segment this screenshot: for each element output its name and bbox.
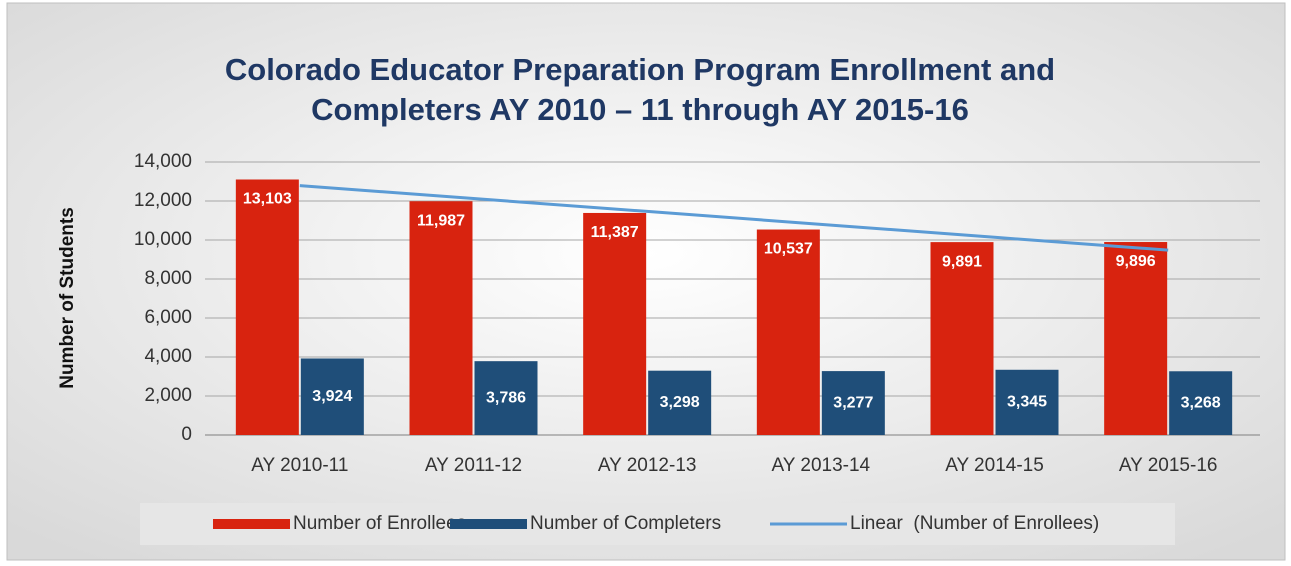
y-tick-label: 6,000 xyxy=(144,307,192,328)
value-label: 11,987 xyxy=(417,212,465,229)
value-label: 3,786 xyxy=(486,389,526,406)
y-tick-label: 0 xyxy=(181,424,192,445)
trend-line xyxy=(299,184,1169,252)
y-tick-label: 4,000 xyxy=(144,346,192,367)
bar xyxy=(648,370,712,435)
legend-box xyxy=(140,503,1175,545)
y-axis-label: Number of Students xyxy=(57,207,78,389)
value-label: 13,103 xyxy=(243,191,292,208)
bar xyxy=(821,371,885,435)
value-label: 3,268 xyxy=(1181,394,1221,411)
bar xyxy=(583,212,647,435)
bar xyxy=(930,242,994,435)
bar xyxy=(995,369,1059,435)
value-label: 9,891 xyxy=(942,253,982,270)
bar xyxy=(756,229,820,435)
value-label: 3,277 xyxy=(833,394,873,411)
bar xyxy=(474,361,538,435)
value-label: 9,896 xyxy=(1116,253,1156,270)
x-tick-label: AY 2011-12 xyxy=(425,455,522,476)
x-tick-label: AY 2010-11 xyxy=(251,455,348,476)
bar xyxy=(300,358,364,435)
bar xyxy=(1169,371,1233,435)
bar xyxy=(1104,242,1168,435)
x-tick-label: AY 2015-16 xyxy=(1119,455,1218,476)
value-label: 3,924 xyxy=(312,388,352,405)
y-tick-label: 8,000 xyxy=(144,268,192,289)
chart-title: Colorado Educator Preparation Program En… xyxy=(225,52,1055,87)
value-label: 11,387 xyxy=(591,224,639,241)
x-tick-label: AY 2012-13 xyxy=(598,455,697,476)
legend-label: Number of Enrollees xyxy=(293,513,466,534)
legend-swatch xyxy=(213,519,290,529)
chart-title: Completers AY 2010 – 11 through AY 2015-… xyxy=(311,92,969,127)
x-tick-label: AY 2014-15 xyxy=(945,455,1044,476)
bar xyxy=(409,201,473,435)
x-tick-label: AY 2013-14 xyxy=(772,455,871,476)
y-tick-label: 12,000 xyxy=(134,190,192,211)
value-label: 3,298 xyxy=(660,394,700,411)
bar xyxy=(235,179,299,435)
y-tick-label: 14,000 xyxy=(134,151,192,172)
y-tick-label: 10,000 xyxy=(134,229,192,250)
value-label: 3,345 xyxy=(1007,394,1047,411)
value-label: 10,537 xyxy=(764,241,813,258)
legend-label: Linear (Number of Enrollees) xyxy=(850,513,1099,534)
y-tick-label: 2,000 xyxy=(144,385,192,406)
legend-label: Number of Completers xyxy=(530,513,721,534)
legend-swatch xyxy=(450,519,527,529)
